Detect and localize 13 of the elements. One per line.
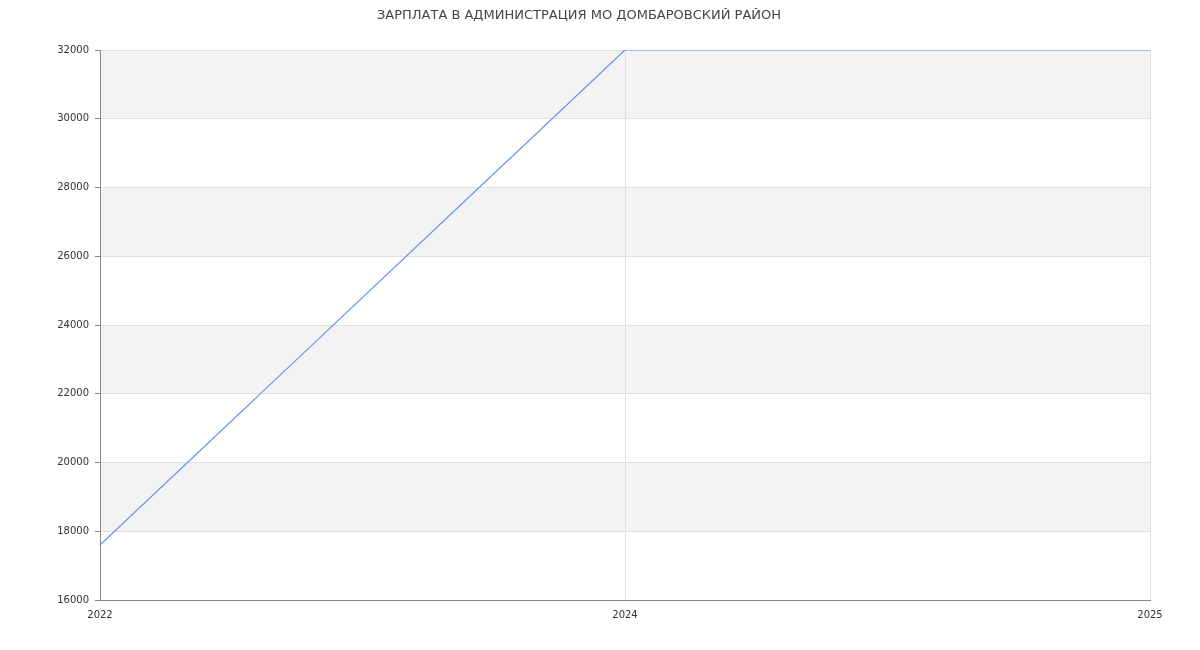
x-tick-label: 2022 — [87, 608, 113, 620]
y-tick-label: 24000 — [57, 318, 89, 330]
chart-title: ЗАРПЛАТА В АДМИНИСТРАЦИЯ МО ДОМБАРОВСКИЙ РАЙОН — [376, 7, 782, 23]
y-tick-label: 26000 — [57, 249, 89, 261]
y-tick-label: 32000 — [57, 43, 89, 55]
y-tick-label: 22000 — [57, 387, 89, 399]
y-tick-label: 30000 — [57, 112, 89, 124]
y-tick-label: 16000 — [57, 593, 89, 605]
y-tick-label: 28000 — [57, 181, 89, 193]
x-tick-label: 2025 — [1137, 608, 1163, 620]
x-tick-label: 2024 — [612, 608, 638, 620]
y-tick-label: 20000 — [57, 456, 89, 468]
y-tick-label: 18000 — [57, 524, 89, 536]
